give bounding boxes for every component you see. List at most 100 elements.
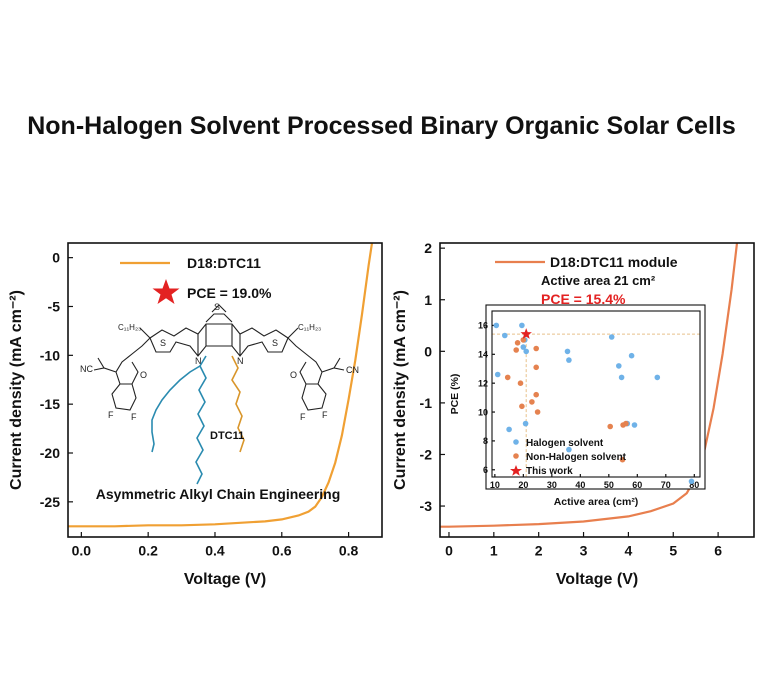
legend-marker-halogen [513, 439, 519, 445]
left-x-tick-label: 0.2 [138, 543, 158, 559]
halogen-point [564, 348, 571, 355]
halogen-point [631, 422, 638, 428]
inset-y-tick-label: 12 [478, 378, 488, 388]
atom-label-o-left: O [140, 370, 147, 380]
legend-label-module: D18:DTC11 module [550, 254, 678, 270]
inset-reference-lines [492, 333, 700, 477]
legend-label-halogen: Halogen solvent [526, 438, 604, 449]
atom-label-s-right: S [272, 338, 278, 348]
halogen-point [654, 374, 661, 381]
halogen-point [608, 334, 615, 340]
series-line-d18-dtc11 [68, 242, 374, 528]
atom-label-o-right: O [290, 370, 297, 380]
atom-label-cn-right: CN [346, 365, 359, 375]
inset-background [485, 304, 706, 490]
halogen-point [688, 478, 695, 485]
halogen-point [522, 420, 529, 427]
halogen-point [494, 371, 501, 378]
atom-label-f-right-2: F [322, 410, 328, 420]
non-halogen-point [529, 399, 535, 405]
right-x-tick-label: 0 [445, 543, 453, 559]
legend-label-this-work: This work [526, 466, 573, 477]
right-plot-frame [439, 242, 755, 538]
legend-star-icon [510, 465, 522, 476]
series-line-d18-dtc11-module [440, 242, 739, 528]
left-y-tick-label: -20 [40, 445, 60, 461]
atom-label-s-left: S [160, 338, 166, 348]
left-pce-text: PCE = 19.0% [187, 285, 272, 301]
left-y-tick-label: 0 [52, 250, 60, 266]
inset-y-tick-label: 16 [478, 321, 488, 331]
non-halogen-point [533, 391, 539, 398]
right-y-axis-label: Current density (mA cm⁻²) [392, 290, 409, 490]
non-halogen-point [534, 409, 541, 415]
inset-scatter-chart: 10 20 30 40 50 60 70 80 6 8 10 12 14 16 Active area (… [449, 304, 706, 508]
left-x-tick-label: 0.6 [272, 543, 292, 559]
halogen-point [628, 352, 635, 359]
inset-x-axis-label: Active area (cm²) [554, 496, 639, 508]
inset-plot-frame [491, 310, 701, 478]
non-halogen-point [513, 347, 519, 353]
halogen-point [493, 322, 500, 329]
atom-label-nc-left: NC [80, 364, 93, 374]
halogen-point [523, 348, 529, 355]
right-x-tick-label: 2 [535, 543, 543, 559]
dtc11-molecule-structure-icon [93, 304, 345, 411]
left-x-tick-label: 0.8 [339, 543, 359, 559]
inset-y-tick-label: 6 [483, 465, 488, 475]
right-x-tick-label: 3 [580, 543, 588, 559]
non-halogen-point [517, 380, 524, 387]
inset-x-tick-label: 80 [689, 480, 699, 490]
left-x-tick-label: 0.0 [72, 543, 92, 559]
atom-label-n-right: N [237, 356, 244, 366]
non-halogen-point [623, 420, 629, 427]
inset-y-tick-label: 10 [478, 407, 488, 417]
right-x-tick-label: 5 [669, 543, 677, 559]
right-x-axis-label: Voltage (V) [556, 571, 638, 588]
halogen-point [502, 332, 508, 339]
halogen-point [520, 344, 527, 350]
right-y-tick-label: 1 [424, 292, 432, 308]
legend-label-non-halogen: Non-Halogen solvent [526, 452, 627, 463]
left-chart: 0.0 0.2 0.4 0.6 0.8 0 -5 -10 -15 -20 -25 Voltage (… [8, 242, 383, 588]
left-y-axis-label: Current density (mA cm⁻²) [8, 290, 25, 490]
halogen-point [506, 426, 512, 433]
left-y-tick-label: -25 [40, 494, 60, 510]
halogen-point [519, 322, 525, 329]
halogen-point [618, 374, 625, 381]
active-area-text: Active area 21 cm² [541, 273, 656, 288]
inset-y-tick-label: 14 [478, 350, 488, 360]
inset-x-tick-label: 50 [604, 480, 614, 490]
non-halogen-point [607, 423, 613, 430]
left-y-tick-label: -15 [40, 396, 60, 412]
left-y-tick-label: -10 [40, 347, 60, 363]
left-plot-frame [67, 242, 383, 538]
inset-points [493, 322, 695, 485]
right-y-tick-label: 0 [424, 343, 432, 359]
non-halogen-point [504, 374, 511, 381]
right-pce-text: PCE = 15.4% [541, 291, 626, 307]
halogen-point [566, 446, 572, 453]
non-halogen-point [520, 337, 527, 343]
right-x-tick-label: 6 [714, 543, 722, 559]
inset-x-tick-label: 30 [547, 480, 557, 490]
atom-label-f-left-2: F [131, 412, 137, 422]
atom-label-n-left: N [195, 356, 202, 366]
right-y-tick-label: 2 [424, 240, 432, 256]
right-y-tick-label: -2 [420, 447, 433, 463]
inset-y-tick-label: 8 [483, 436, 488, 446]
left-y-tick-label: -5 [48, 299, 61, 315]
left-x-tick-label: 0.4 [205, 543, 225, 559]
halogen-point [566, 357, 572, 363]
non-halogen-point [533, 364, 539, 371]
page-title: Non-Halogen Solvent Processed Binary Org… [27, 112, 736, 140]
inset-x-tick-label: 40 [575, 480, 585, 490]
atom-label-f-right: F [300, 412, 306, 422]
left-caption: Asymmetric Alkyl Chain Engineering [96, 486, 341, 502]
right-y-tick-label: -1 [420, 395, 433, 411]
legend-marker-non-halogen [513, 453, 519, 459]
inset-axis-ticks: 10 20 30 40 50 60 70 80 6 8 10 12 14 16 [478, 321, 699, 490]
